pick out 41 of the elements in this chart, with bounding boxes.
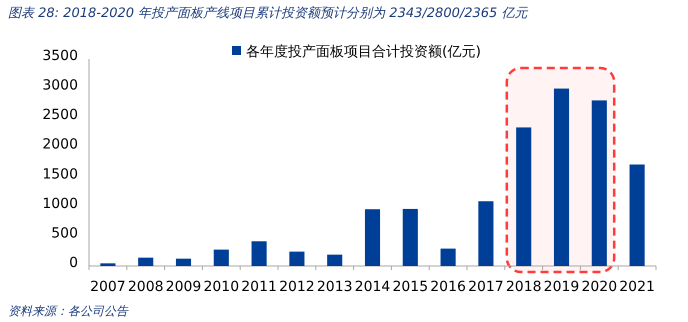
x-tick-label: 2019 [544,279,580,295]
bar [516,127,532,266]
bar [252,241,267,266]
x-tick-label: 2013 [316,279,353,295]
x-tick-label: 2010 [203,279,240,295]
bar [327,254,342,266]
bar [478,201,494,266]
bar [100,263,116,266]
bar [402,208,418,266]
text: 资料来源：各公司公告 [8,304,129,318]
y-tick-label: 2500 [42,107,78,124]
x-tick-label: 2008 [128,279,164,295]
bar [289,252,304,266]
y-tick-label: 3500 [42,48,78,64]
x-tick-label: 2018 [506,279,542,295]
y-tick-label: 3000 [42,78,78,94]
bar [176,258,192,266]
y-tick-label: 0 [69,255,78,271]
x-tick-label: 2015 [392,279,428,295]
x-tick-label: 2016 [430,279,466,295]
bar [214,250,229,266]
bar [440,248,456,266]
x-tick-label: 2009 [166,279,202,295]
x-tick-label: 2020 [581,279,618,295]
y-tick-label: 500 [51,225,78,242]
x-tick-label: 2021 [619,279,655,295]
bar [138,258,154,266]
legend-label: 各年度投产面板项目合计投资额(亿元) [246,44,481,60]
bar [630,164,645,266]
y-tick-label: 1500 [42,166,78,182]
y-tick-label: 1000 [42,196,78,212]
bar [592,100,607,266]
bar [364,209,380,266]
y-tick-label: 2000 [42,136,78,153]
chart-title: 图表 28: 2018-2020 年投产面板产线项目累计投资额预计分别为 2343/2800/2365 亿元 [8,6,528,21]
bar [554,88,570,266]
x-tick-label: 2011 [241,279,277,295]
x-tick-label: 2017 [468,279,504,295]
x-tick-label: 2014 [354,279,390,295]
x-tick-label: 2007 [90,279,126,295]
x-tick-label: 2012 [279,279,315,295]
